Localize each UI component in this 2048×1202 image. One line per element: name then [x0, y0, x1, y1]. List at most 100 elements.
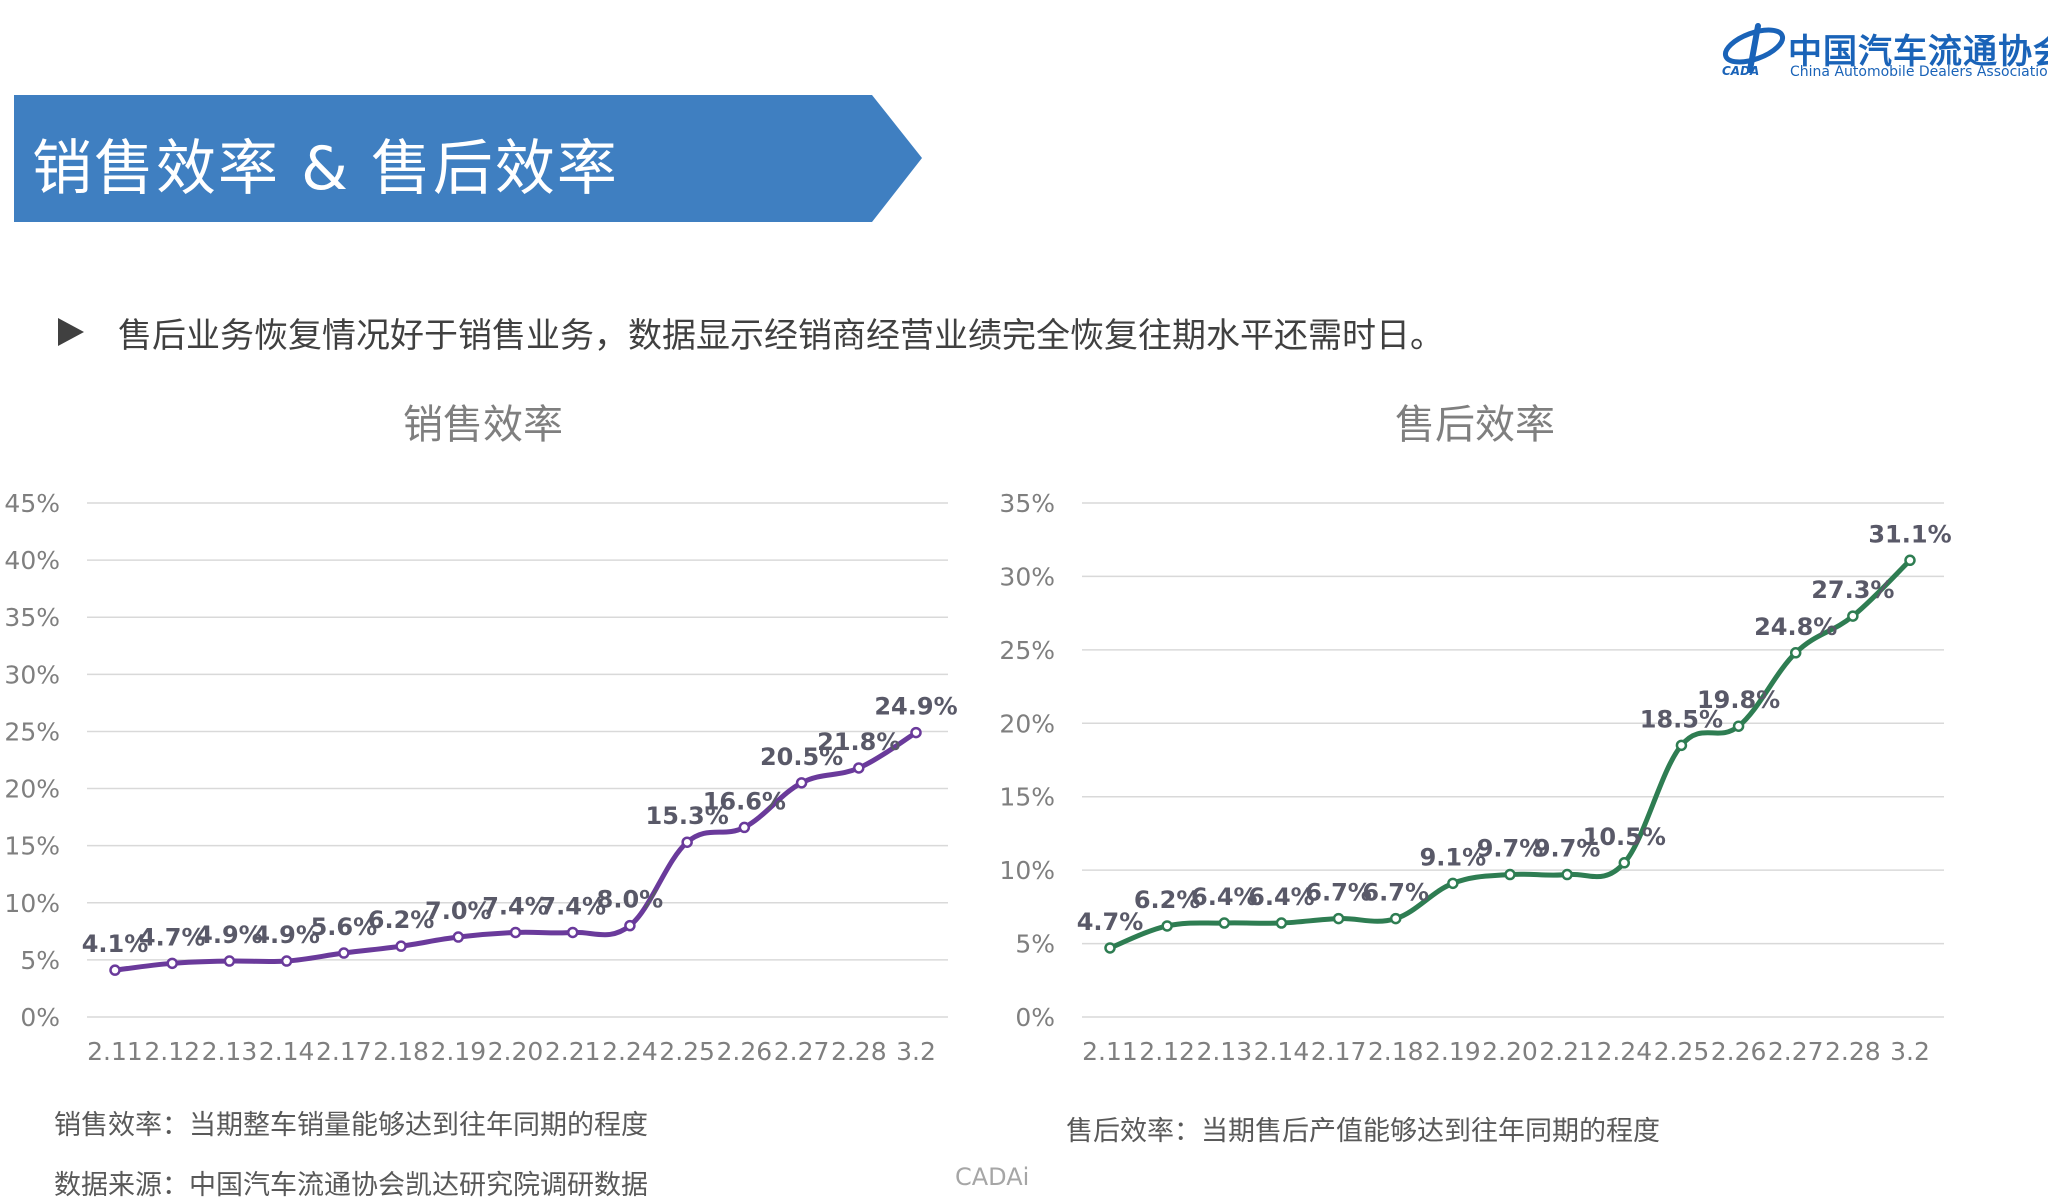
data-label: 6.7%	[1362, 879, 1429, 907]
y-tick-label: 25%	[4, 717, 60, 746]
data-point	[1675, 739, 1688, 752]
x-tick-label: 2.12	[1139, 1037, 1195, 1066]
title-banner	[14, 95, 922, 222]
data-point	[1218, 917, 1231, 929]
data-point	[280, 955, 293, 967]
y-tick-label: 0%	[1015, 1003, 1055, 1032]
x-tick-label: 2.24	[602, 1037, 658, 1066]
data-label: 24.8%	[1754, 613, 1837, 641]
series-line	[112, 730, 919, 973]
brand-mark: CADAi	[955, 1163, 1030, 1191]
x-tick-label: 2.20	[1482, 1037, 1538, 1066]
data-point	[1904, 554, 1916, 567]
data-label: 15.3%	[646, 802, 729, 830]
x-tick-label: 2.27	[1768, 1037, 1824, 1066]
data-label: 6.4%	[1248, 883, 1315, 911]
x-tick-label: 2.25	[659, 1037, 715, 1066]
data-point	[395, 940, 407, 952]
y-tick-label: 20%	[999, 709, 1055, 738]
y-tick-label: 15%	[4, 832, 60, 861]
data-point	[223, 955, 236, 967]
x-tick-label: 2.24	[1596, 1037, 1652, 1066]
data-point	[1104, 942, 1116, 954]
x-tick-label: 2.13	[202, 1037, 258, 1066]
series-line	[1107, 557, 1913, 951]
data-point	[1389, 912, 1402, 925]
data-point	[1789, 647, 1802, 659]
y-tick-label: 10%	[4, 889, 60, 918]
data-point	[853, 762, 865, 774]
data-source: 数据来源：中国汽车流通协会凯达研究院调研数据	[54, 1170, 648, 1201]
y-tick-label: 10%	[999, 856, 1055, 885]
data-point	[1504, 868, 1516, 881]
data-point	[1732, 720, 1745, 732]
y-tick-label: 25%	[999, 636, 1055, 665]
x-tick-label: 2.11	[1082, 1037, 1138, 1066]
data-label: 8.0%	[597, 886, 664, 914]
chart-title: 售后效率	[1395, 402, 1555, 448]
data-label: 31.1%	[1868, 520, 1951, 548]
y-tick-label: 30%	[999, 562, 1055, 591]
data-point	[1847, 610, 1859, 622]
data-label: 20.5%	[760, 743, 843, 771]
aftersales-definition: 售后效率：当期售后产值能够达到往年同期的程度	[1066, 1116, 1660, 1147]
y-tick-label: 35%	[999, 489, 1055, 518]
x-tick-label: 2.13	[1196, 1037, 1252, 1066]
data-label: 18.5%	[1640, 705, 1723, 733]
x-tick-label: 2.12	[144, 1037, 200, 1066]
x-tick-label: 2.27	[774, 1037, 830, 1066]
logo-name-en: China Automobile Dealers Association	[1790, 64, 2048, 80]
data-label: 16.6%	[703, 787, 786, 815]
x-tick-label: 2.18	[1368, 1037, 1424, 1066]
data-label: 21.8%	[817, 728, 900, 756]
y-tick-label: 30%	[4, 660, 60, 689]
data-point	[795, 777, 808, 789]
x-tick-label: 2.28	[831, 1037, 887, 1066]
cada-logo: CADA 中国汽车流通协会 China Automobile Dealers A…	[1720, 20, 2048, 84]
data-point	[509, 926, 522, 939]
y-tick-label: 5%	[1015, 930, 1055, 959]
data-label: 4.9%	[253, 921, 320, 949]
data-label: 10.5%	[1583, 823, 1666, 851]
data-point	[338, 947, 350, 959]
x-tick-label: 2.28	[1825, 1037, 1881, 1066]
data-point	[1447, 877, 1459, 890]
data-point	[910, 726, 922, 739]
logo-name-cn: 中国汽车流通协会	[1788, 32, 2048, 72]
y-tick-label: 20%	[4, 775, 60, 804]
x-tick-label: 2.19	[430, 1037, 486, 1066]
bullet-triangle-icon	[58, 318, 84, 346]
x-tick-label: 2.25	[1654, 1037, 1710, 1066]
data-label: 9.1%	[1420, 843, 1487, 871]
page-title: 销售效率 & 售后效率	[32, 134, 619, 204]
logo-abbr: CADA	[1722, 64, 1760, 78]
x-tick-label: 2.26	[717, 1037, 773, 1066]
data-label: 27.3%	[1811, 576, 1894, 604]
x-tick-label: 2.18	[373, 1037, 429, 1066]
data-point	[624, 919, 636, 932]
summary-text: 售后业务恢复情况好于销售业务，数据显示经销商经营业绩完全恢复往期水平还需时日。	[118, 316, 1444, 356]
data-point	[1561, 868, 1573, 881]
data-label: 9.7%	[1534, 835, 1601, 863]
data-point	[566, 926, 579, 939]
data-label: 4.1%	[82, 930, 149, 958]
x-tick-label: 2.20	[488, 1037, 544, 1066]
y-tick-label: 0%	[20, 1003, 60, 1032]
chart-title: 销售效率	[403, 402, 563, 448]
data-label: 6.7%	[1305, 879, 1372, 907]
data-point	[1332, 912, 1345, 925]
y-tick-label: 15%	[999, 783, 1055, 812]
y-tick-label: 5%	[20, 946, 60, 975]
data-label: 9.7%	[1477, 835, 1544, 863]
x-tick-label: 2.17	[316, 1037, 372, 1066]
data-label: 4.7%	[139, 923, 206, 951]
x-tick-label: 2.21	[545, 1037, 601, 1066]
x-tick-label: 2.19	[1425, 1037, 1481, 1066]
data-point	[738, 821, 751, 834]
data-label: 24.9%	[874, 693, 957, 721]
data-point	[166, 957, 178, 970]
data-label: 7.4%	[539, 892, 606, 920]
x-tick-label: 2.11	[87, 1037, 143, 1066]
data-label: 19.8%	[1697, 686, 1780, 714]
